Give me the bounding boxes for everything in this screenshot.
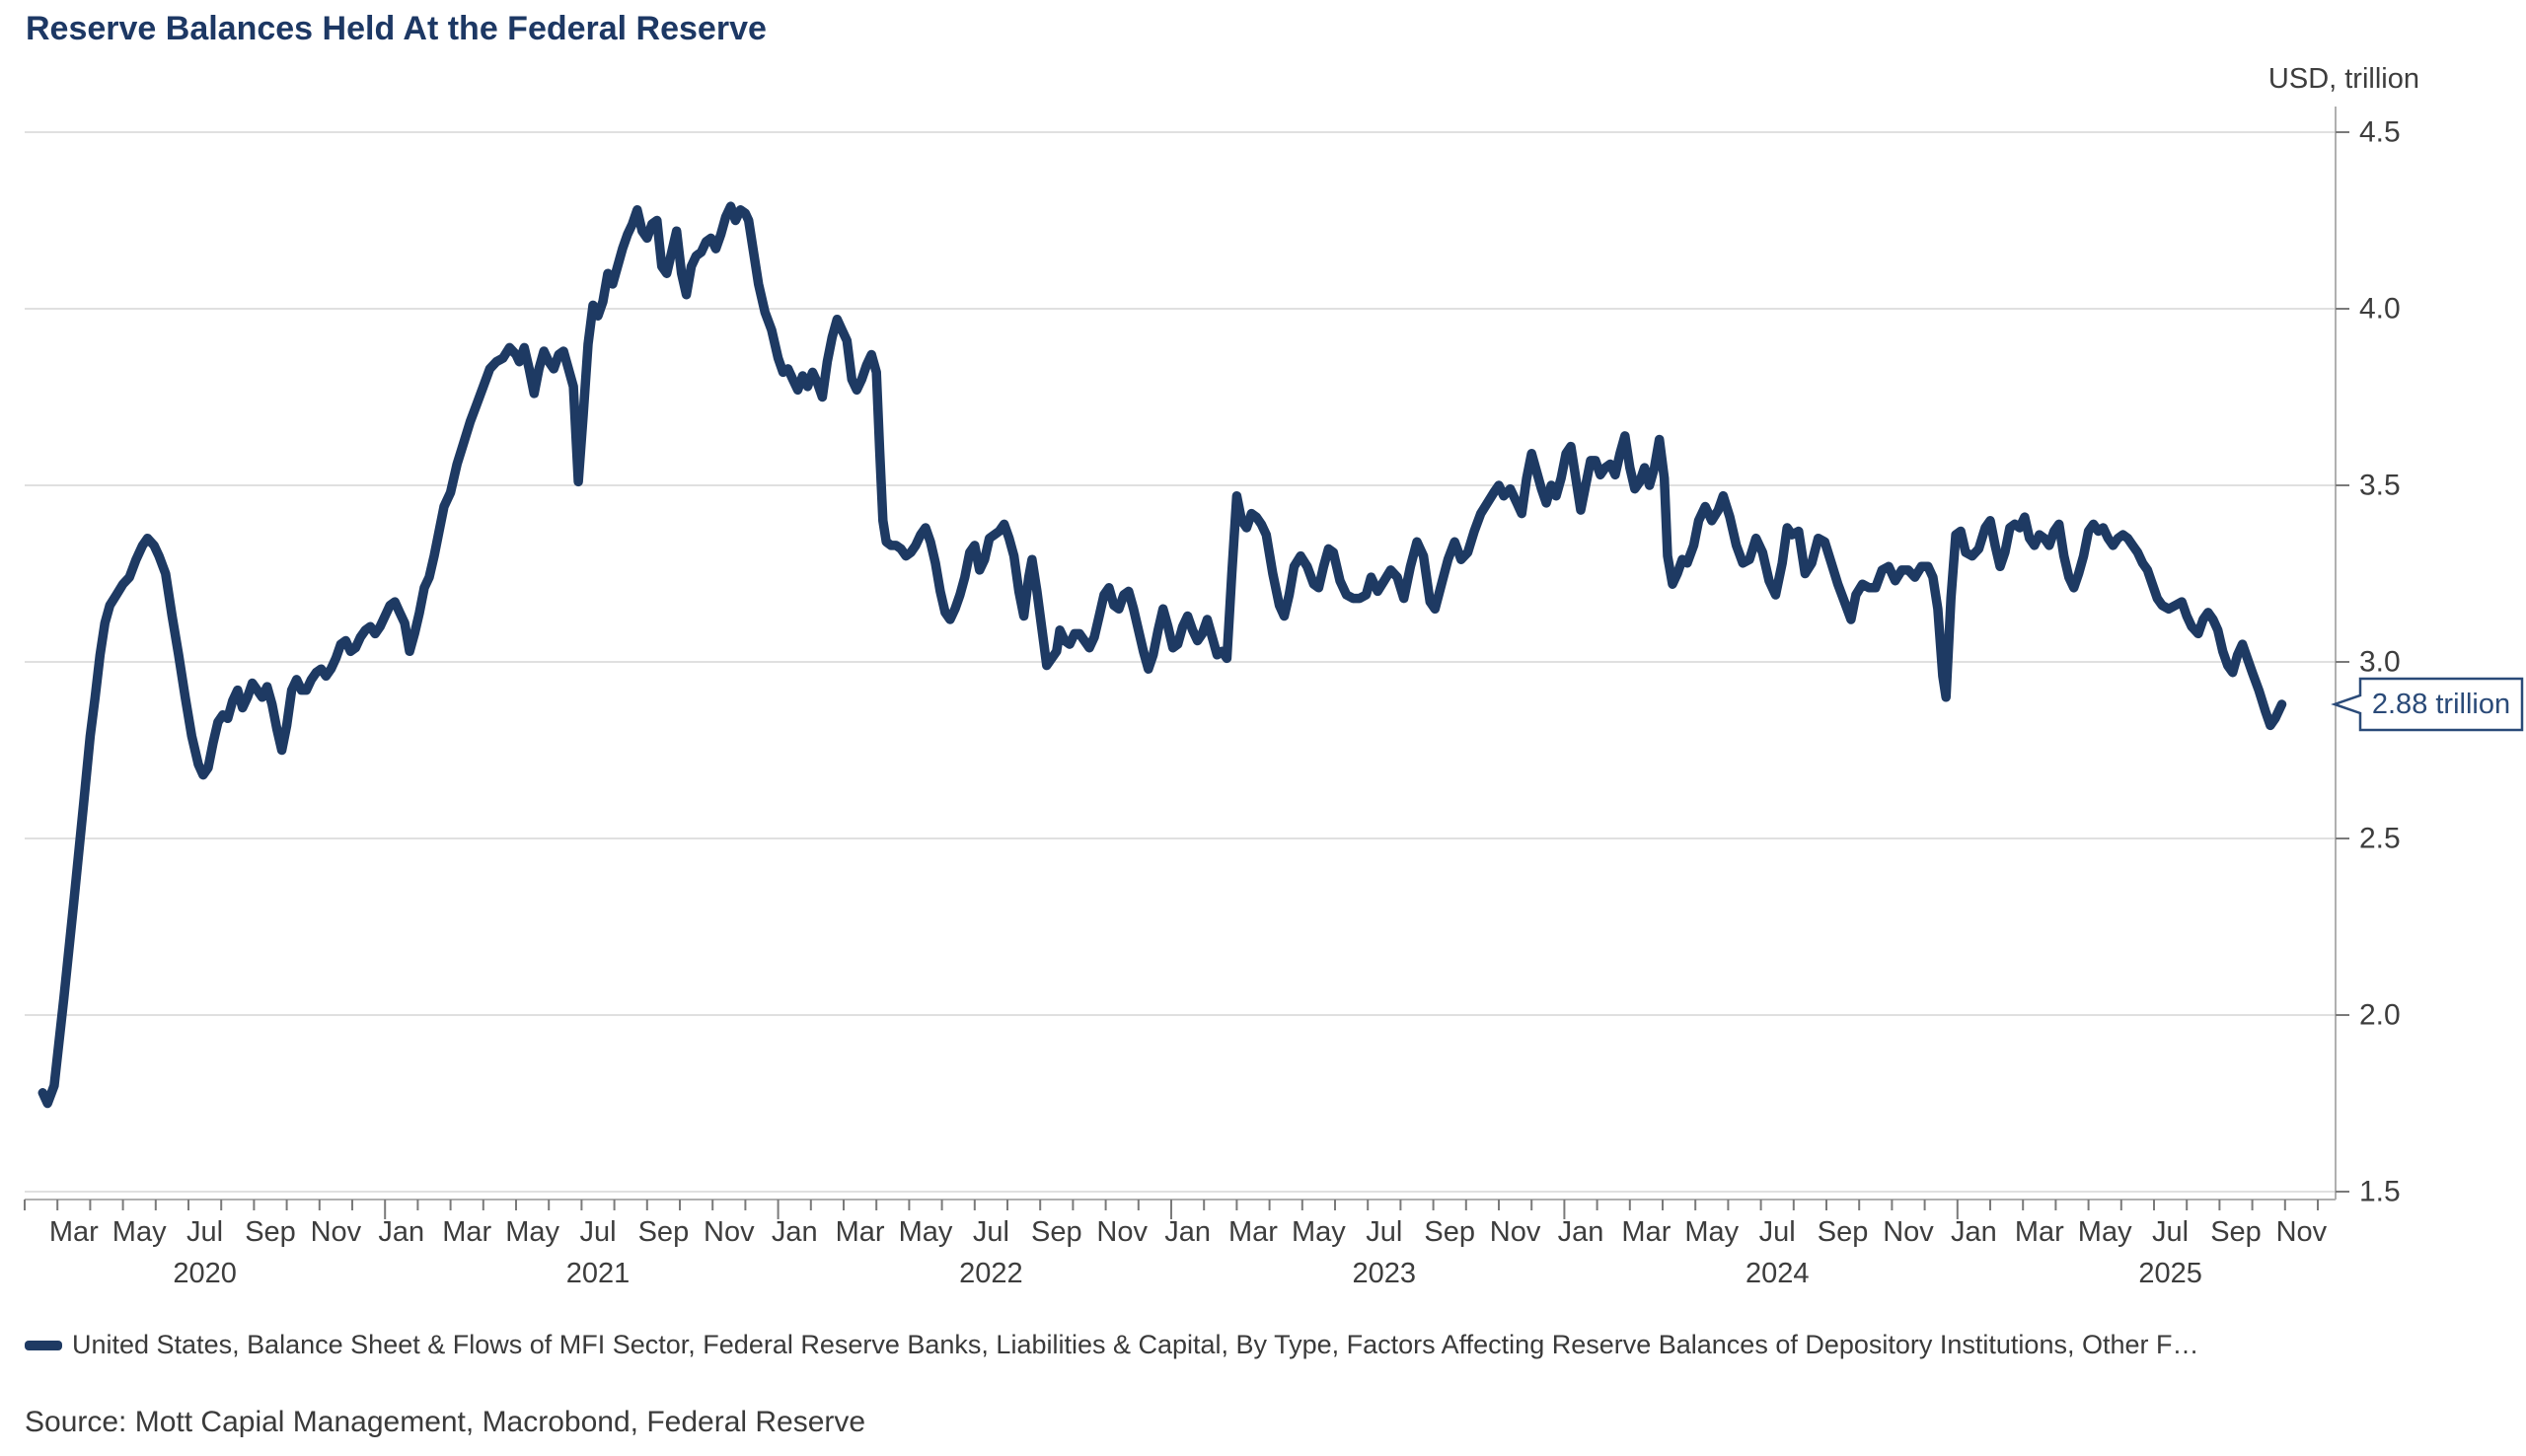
svg-text:Jul: Jul: [579, 1216, 616, 1248]
x-axis-month-labels: Mar May Jul Sep Nov Jan Mar May Jul Sep Nov Jan Mar M…: [49, 1216, 2328, 1248]
svg-text:2022: 2022: [959, 1258, 1023, 1289]
svg-text:Sep: Sep: [245, 1216, 296, 1248]
source-text: Source: Mott Capial Management, Macrobon…: [25, 1406, 866, 1438]
svg-text:Sep: Sep: [1818, 1216, 1869, 1248]
svg-text:May: May: [112, 1216, 167, 1248]
svg-text:2.0: 2.0: [2359, 999, 2401, 1032]
x-axis-ticks: [24, 1200, 2319, 1219]
last-value-callout: 2.88 trillion: [2331, 677, 2524, 732]
svg-text:Nov: Nov: [1883, 1216, 1934, 1248]
svg-text:Mar: Mar: [1621, 1216, 1671, 1248]
svg-text:Jan: Jan: [1558, 1216, 1604, 1248]
svg-text:Mar: Mar: [442, 1216, 491, 1248]
svg-text:Nov: Nov: [1490, 1216, 1541, 1248]
svg-text:Jul: Jul: [2152, 1216, 2189, 1248]
svg-text:3.5: 3.5: [2359, 470, 2401, 502]
svg-text:Jul: Jul: [1366, 1216, 1402, 1248]
svg-text:3.0: 3.0: [2359, 646, 2401, 679]
svg-text:Jan: Jan: [378, 1216, 424, 1248]
svg-text:2.5: 2.5: [2359, 823, 2401, 855]
y-axis-ticks: 4.5 4.0 3.5 3.0 2.5 2.0 1.5: [2336, 116, 2401, 1208]
svg-text:2021: 2021: [566, 1258, 631, 1289]
svg-text:Mar: Mar: [1228, 1216, 1278, 1248]
svg-text:Sep: Sep: [2210, 1216, 2262, 1248]
svg-text:2025: 2025: [2138, 1258, 2202, 1289]
svg-text:Nov: Nov: [2276, 1216, 2328, 1248]
svg-text:Mar: Mar: [836, 1216, 885, 1248]
svg-text:May: May: [1684, 1216, 1739, 1248]
svg-text:Jan: Jan: [1951, 1216, 1997, 1248]
page-title: Reserve Balances Held At the Federal Res…: [26, 10, 767, 47]
svg-text:May: May: [2078, 1216, 2132, 1248]
legend: United States, Balance Sheet & Flows of …: [25, 1330, 2501, 1360]
svg-text:May: May: [505, 1216, 559, 1248]
svg-text:Nov: Nov: [311, 1216, 362, 1248]
svg-text:2023: 2023: [1353, 1258, 1417, 1289]
svg-text:Jul: Jul: [1759, 1216, 1796, 1248]
svg-text:Sep: Sep: [1424, 1216, 1475, 1248]
svg-text:2020: 2020: [173, 1258, 237, 1289]
svg-text:Nov: Nov: [1096, 1216, 1148, 1248]
svg-text:Nov: Nov: [704, 1216, 755, 1248]
svg-text:1.5: 1.5: [2359, 1176, 2401, 1208]
last-value-label: 2.88 trillion: [2372, 689, 2510, 720]
svg-text:Sep: Sep: [638, 1216, 690, 1248]
gridlines: [25, 131, 2336, 1193]
svg-text:May: May: [1292, 1216, 1346, 1248]
svg-text:Mar: Mar: [2015, 1216, 2064, 1248]
y-axis-unit-label: USD, trillion: [2267, 63, 2419, 95]
svg-text:Jul: Jul: [186, 1216, 223, 1248]
svg-text:Jul: Jul: [973, 1216, 1009, 1248]
axes: [25, 107, 2337, 1201]
svg-text:Mar: Mar: [49, 1216, 99, 1248]
svg-text:Jan: Jan: [772, 1216, 818, 1248]
svg-text:May: May: [899, 1216, 953, 1248]
svg-text:Jan: Jan: [1164, 1216, 1211, 1248]
svg-text:4.0: 4.0: [2359, 293, 2401, 326]
x-axis-year-labels: 2020 2021 2022 2023 2024 2025: [173, 1258, 2202, 1289]
series-line: [37, 201, 2287, 1109]
legend-series-label: United States, Balance Sheet & Flows of …: [72, 1330, 2199, 1359]
svg-text:2024: 2024: [1746, 1258, 1810, 1289]
svg-text:4.5: 4.5: [2359, 116, 2401, 149]
svg-text:Sep: Sep: [1031, 1216, 1082, 1248]
legend-line-swatch-icon: [25, 1340, 62, 1350]
